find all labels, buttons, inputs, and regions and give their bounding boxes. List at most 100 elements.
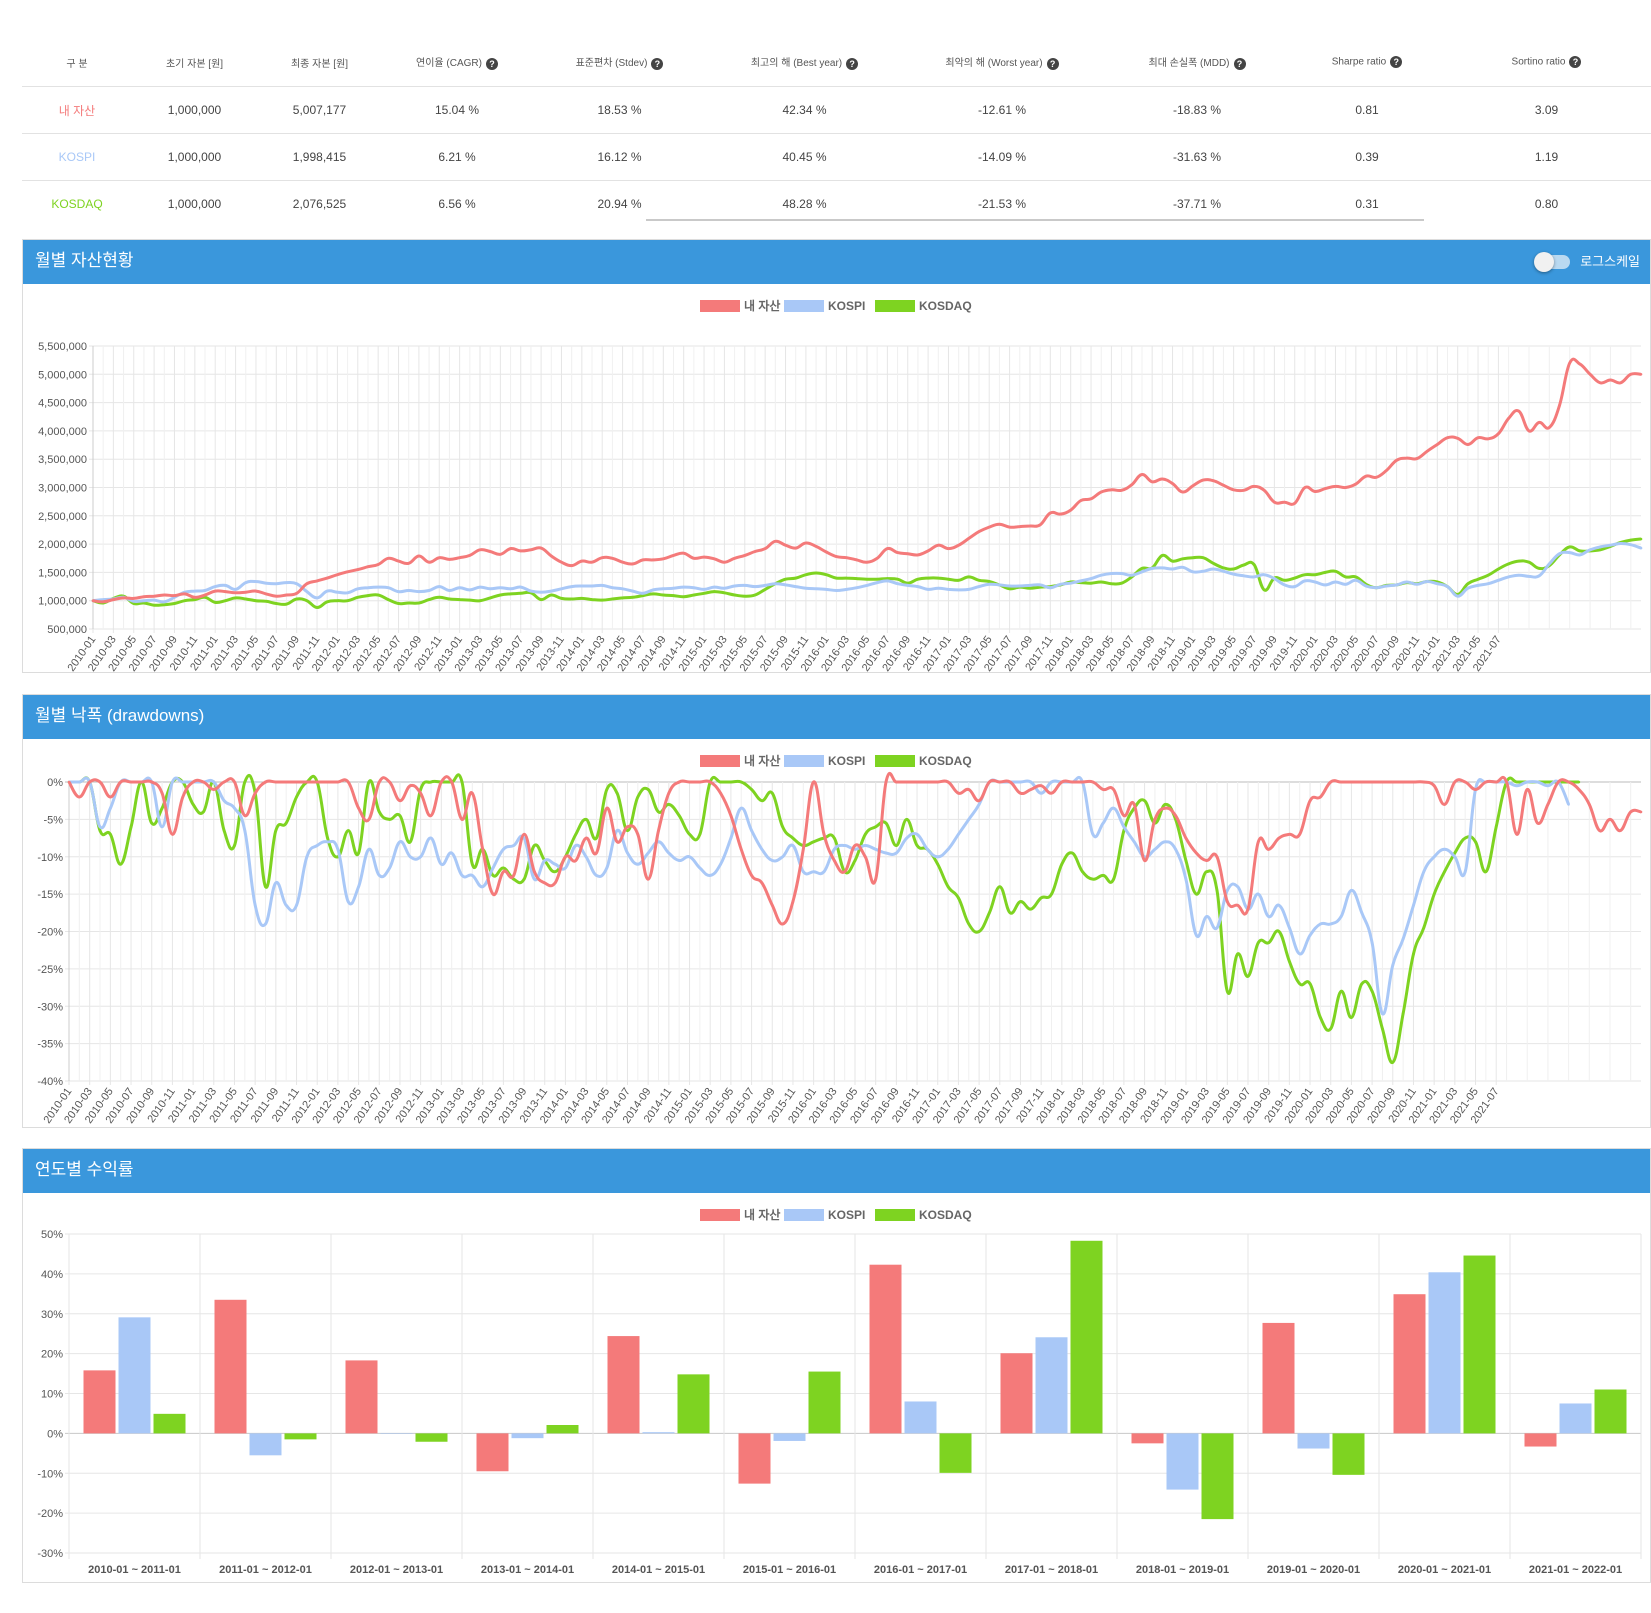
data-point[interactable] bbox=[1537, 567, 1541, 570]
data-point[interactable] bbox=[1412, 780, 1415, 784]
data-point[interactable] bbox=[702, 592, 706, 595]
data-point[interactable] bbox=[794, 546, 797, 550]
data-point[interactable] bbox=[160, 791, 164, 795]
data-point[interactable] bbox=[203, 593, 207, 597]
data-point[interactable] bbox=[1140, 567, 1144, 570]
data-point[interactable] bbox=[590, 598, 594, 601]
data-point[interactable] bbox=[366, 586, 370, 589]
data-point[interactable] bbox=[142, 595, 146, 598]
data-point[interactable] bbox=[1466, 586, 1470, 590]
data-point[interactable] bbox=[468, 554, 472, 557]
data-point[interactable] bbox=[916, 553, 920, 557]
data-point[interactable] bbox=[284, 780, 288, 784]
data-point[interactable] bbox=[1089, 581, 1093, 585]
data-point[interactable] bbox=[688, 833, 691, 836]
data-point[interactable] bbox=[1110, 488, 1113, 492]
data-point[interactable] bbox=[1381, 1012, 1384, 1015]
data-point[interactable] bbox=[1143, 859, 1146, 862]
data-point[interactable] bbox=[1267, 848, 1270, 851]
data-point[interactable] bbox=[1153, 848, 1157, 851]
data-point[interactable] bbox=[539, 546, 543, 550]
data-point[interactable] bbox=[1008, 911, 1012, 915]
data-point[interactable] bbox=[1557, 780, 1560, 784]
data-point[interactable] bbox=[1164, 840, 1167, 844]
data-point[interactable] bbox=[692, 593, 696, 597]
data-point[interactable] bbox=[926, 549, 930, 553]
data-point[interactable] bbox=[626, 851, 629, 855]
data-point[interactable] bbox=[529, 589, 533, 593]
data-point[interactable] bbox=[1319, 922, 1322, 926]
data-point[interactable] bbox=[677, 814, 681, 817]
data-point[interactable] bbox=[460, 818, 464, 821]
data-point[interactable] bbox=[264, 922, 267, 926]
data-point[interactable] bbox=[502, 870, 505, 873]
data-point[interactable] bbox=[488, 587, 492, 591]
legend-swatch[interactable] bbox=[784, 300, 824, 312]
data-point[interactable] bbox=[1029, 907, 1033, 911]
data-point[interactable] bbox=[346, 591, 349, 595]
data-point[interactable] bbox=[906, 584, 909, 587]
data-point[interactable] bbox=[1639, 546, 1643, 550]
data-point[interactable] bbox=[275, 594, 278, 598]
data-point[interactable] bbox=[1324, 583, 1327, 587]
data-point[interactable] bbox=[1370, 780, 1374, 784]
data-point[interactable] bbox=[646, 788, 650, 791]
data-point[interactable] bbox=[1212, 562, 1215, 565]
data-point[interactable] bbox=[1536, 780, 1539, 784]
data-point[interactable] bbox=[621, 560, 624, 564]
data-point[interactable] bbox=[947, 577, 950, 581]
data-point[interactable] bbox=[574, 844, 578, 847]
data-point[interactable] bbox=[1171, 559, 1174, 563]
data-point[interactable] bbox=[977, 799, 981, 802]
data-point[interactable] bbox=[835, 589, 838, 592]
data-point[interactable] bbox=[1456, 594, 1459, 598]
data-point[interactable] bbox=[275, 602, 278, 605]
data-point[interactable] bbox=[1344, 583, 1347, 586]
data-point[interactable] bbox=[346, 570, 349, 574]
data-point[interactable] bbox=[491, 866, 495, 870]
data-point[interactable] bbox=[1453, 780, 1457, 784]
data-point[interactable] bbox=[1474, 788, 1477, 791]
data-point[interactable] bbox=[129, 780, 133, 784]
data-point[interactable] bbox=[440, 780, 443, 784]
data-point[interactable] bbox=[1174, 814, 1177, 817]
data-point[interactable] bbox=[356, 587, 360, 591]
data-point[interactable] bbox=[1130, 573, 1134, 577]
data-point[interactable] bbox=[886, 547, 889, 550]
data-point[interactable] bbox=[688, 780, 691, 784]
data-point[interactable] bbox=[641, 592, 645, 595]
data-point[interactable] bbox=[1515, 784, 1519, 787]
data-point[interactable] bbox=[243, 829, 247, 832]
data-point[interactable] bbox=[853, 859, 857, 862]
bar[interactable] bbox=[738, 1433, 771, 1484]
data-point[interactable] bbox=[712, 557, 716, 561]
data-point[interactable] bbox=[1453, 855, 1457, 859]
data-point[interactable] bbox=[853, 844, 857, 847]
data-point[interactable] bbox=[419, 791, 422, 795]
data-point[interactable] bbox=[212, 788, 216, 791]
data-point[interactable] bbox=[636, 833, 640, 836]
data-point[interactable] bbox=[543, 859, 546, 862]
data-point[interactable] bbox=[875, 557, 879, 560]
data-point[interactable] bbox=[417, 554, 421, 558]
data-point[interactable] bbox=[1381, 780, 1384, 784]
data-point[interactable] bbox=[739, 848, 743, 851]
data-point[interactable] bbox=[1446, 585, 1449, 588]
data-point[interactable] bbox=[584, 855, 588, 859]
data-point[interactable] bbox=[1415, 583, 1419, 586]
data-point[interactable] bbox=[1069, 508, 1072, 512]
bar[interactable] bbox=[677, 1374, 710, 1434]
data-point[interactable] bbox=[771, 859, 774, 862]
data-point[interactable] bbox=[1507, 417, 1510, 420]
data-point[interactable] bbox=[1308, 982, 1312, 986]
data-point[interactable] bbox=[1588, 548, 1592, 552]
data-point[interactable] bbox=[387, 598, 390, 601]
data-point[interactable] bbox=[163, 593, 166, 597]
bar[interactable] bbox=[939, 1433, 972, 1473]
bar[interactable] bbox=[642, 1432, 675, 1434]
data-point[interactable] bbox=[1091, 780, 1095, 784]
data-point[interactable] bbox=[1370, 941, 1374, 944]
data-point[interactable] bbox=[1466, 443, 1470, 446]
data-point[interactable] bbox=[458, 556, 461, 559]
data-point[interactable] bbox=[234, 588, 237, 591]
